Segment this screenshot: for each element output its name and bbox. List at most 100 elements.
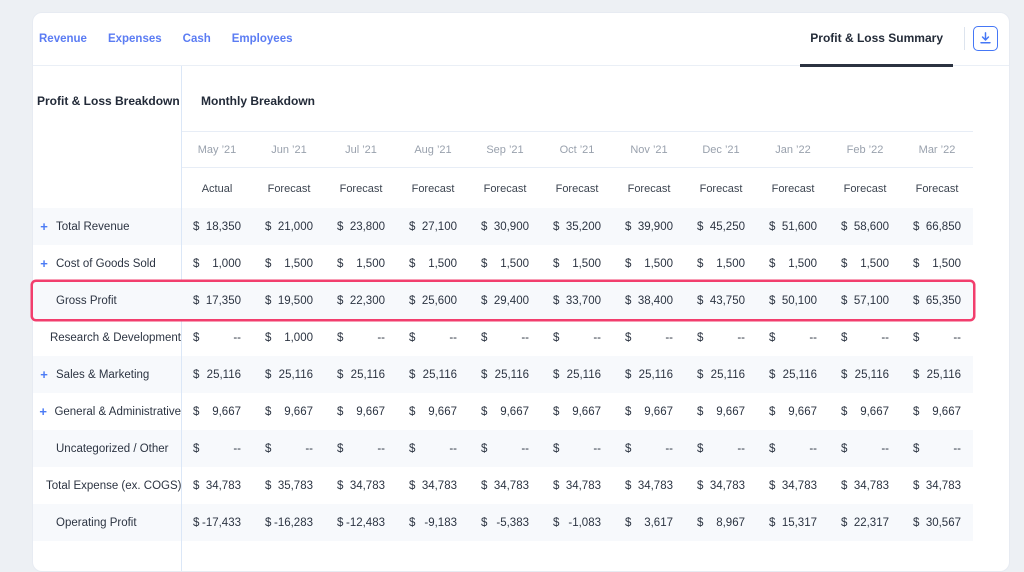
expand-icon[interactable]: + [39,404,48,419]
row-label-cell: + General & Administrative [33,405,181,418]
row-values: $34,783 $35,783 $34,783 $34,783 $34,783 $34,7… [181,480,973,492]
value-cell: $35,783 [253,480,325,492]
value-cell: $17,350 [181,295,253,307]
amount: $29,400 [481,295,529,307]
amount: $23,800 [337,221,385,233]
currency-symbol: $ [265,257,272,270]
value-cell: $43,750 [685,295,757,307]
amount: $ -- [769,443,817,455]
currency-symbol: $ [553,257,560,270]
amount: $34,783 [553,480,601,492]
amount-value: 18,350 [205,220,241,233]
currency-symbol: $ [769,257,776,270]
amount-value: 9,667 [212,405,241,418]
value-cell: $34,783 [397,480,469,492]
amount: $34,783 [409,480,457,492]
value-cell: $15,317 [757,517,829,529]
value-cell: $25,116 [325,369,397,381]
amount: $1,500 [409,258,457,270]
row-values: $ -- $1,000 $ -- $ -- $ -- $ -- $ -- $ -- $ -- $ -- $ -- [181,332,973,344]
value-cell: $50,100 [757,295,829,307]
value-cell: $65,350 [901,295,973,307]
amount-value: -- [593,442,601,455]
amount-value: 9,667 [500,405,529,418]
expand-icon[interactable]: + [40,219,48,234]
tab-revenue[interactable]: Revenue [39,32,87,45]
table-row: + Total Revenue $18,350 $21,000 $23,800 $27,1… [33,208,973,245]
period-header-cell: Forecast [555,182,599,195]
value-cell: $25,116 [253,369,325,381]
amount: $35,783 [265,480,313,492]
download-button[interactable] [973,26,998,51]
tab-employees[interactable]: Employees [231,32,293,45]
row-label-cell: + Sales & Marketing [33,368,181,381]
amount: $9,667 [913,406,961,418]
amount: $1,500 [481,258,529,270]
amount: $18,350 [193,221,241,233]
amount-value: 25,116 [566,368,601,381]
currency-symbol: $ [337,479,344,492]
currency-symbol: $ [841,257,848,270]
amount: $1,500 [769,258,817,270]
currency-symbol: $ [553,294,560,307]
currency-symbol: $ [625,331,632,344]
row-values: $18,350 $21,000 $23,800 $27,100 $30,900 $35,2… [181,221,973,233]
value-cell: $ -- [253,443,325,455]
tab-profit-loss-summary[interactable]: Profit & Loss Summary [800,12,953,67]
period-header-cell: Forecast [699,182,743,195]
currency-symbol: $ [409,405,416,418]
currency-symbol: $ [913,405,920,418]
period-header-cell: Forecast [411,182,455,195]
amount: $9,667 [265,406,313,418]
value-cell: $1,500 [901,258,973,270]
currency-symbol: $ [769,368,776,381]
value-cell: $23,800 [325,221,397,233]
row-label: Research & Development [49,331,181,344]
row-values: $25,116 $25,116 $25,116 $25,116 $25,116 $25,1… [181,369,973,381]
currency-symbol: $ [193,220,200,233]
amount: $22,300 [337,295,385,307]
amount: $58,600 [841,221,889,233]
value-cell: $ -- [541,332,613,344]
value-cell: $ -- [469,443,541,455]
currency-symbol: $ [337,368,344,381]
currency-symbol: $ [841,516,848,529]
amount: $25,116 [697,369,745,381]
expand-icon[interactable]: + [40,367,48,382]
value-cell: $9,667 [613,406,685,418]
amount-value: -- [809,331,817,344]
month-header-cell: Aug ’21 [414,143,452,156]
tab-expenses[interactable]: Expenses [107,32,162,45]
expand-icon[interactable]: + [40,256,48,271]
amount-value: 30,900 [493,220,529,233]
amount-value: -- [881,331,889,344]
value-cell: $ -1,083 [541,517,613,529]
currency-symbol: $ [265,516,272,529]
period-header-cell: Forecast [267,182,311,195]
currency-symbol: $ [337,257,344,270]
amount: $25,116 [913,369,961,381]
amount: $65,350 [913,295,961,307]
amount-value: 25,116 [926,368,961,381]
amount: $ -- [697,332,745,344]
amount-value: -- [305,442,313,455]
currency-symbol: $ [625,516,632,529]
row-label: Uncategorized / Other [56,442,169,455]
currency-symbol: $ [841,405,848,418]
amount-value: 39,900 [637,220,673,233]
value-cell: $ -- [685,332,757,344]
value-cell: $ -5,383 [469,517,541,529]
tab-cash[interactable]: Cash [182,32,211,45]
value-cell: $1,000 [253,332,325,344]
amount-value: 34,783 [781,479,817,492]
amount-value: -- [665,442,673,455]
row-label: Total Expense (ex. COGS) [46,479,182,492]
month-header-cell: Jan ’22 [775,143,811,156]
amount-value: 34,783 [349,479,385,492]
amount-value: 1,500 [500,257,529,270]
period-header-cell: Forecast [843,182,887,195]
row-label: General & Administrative [54,405,181,418]
value-cell: $1,000 [181,258,253,270]
value-cell: $34,783 [901,480,973,492]
amount: $ -- [193,332,241,344]
